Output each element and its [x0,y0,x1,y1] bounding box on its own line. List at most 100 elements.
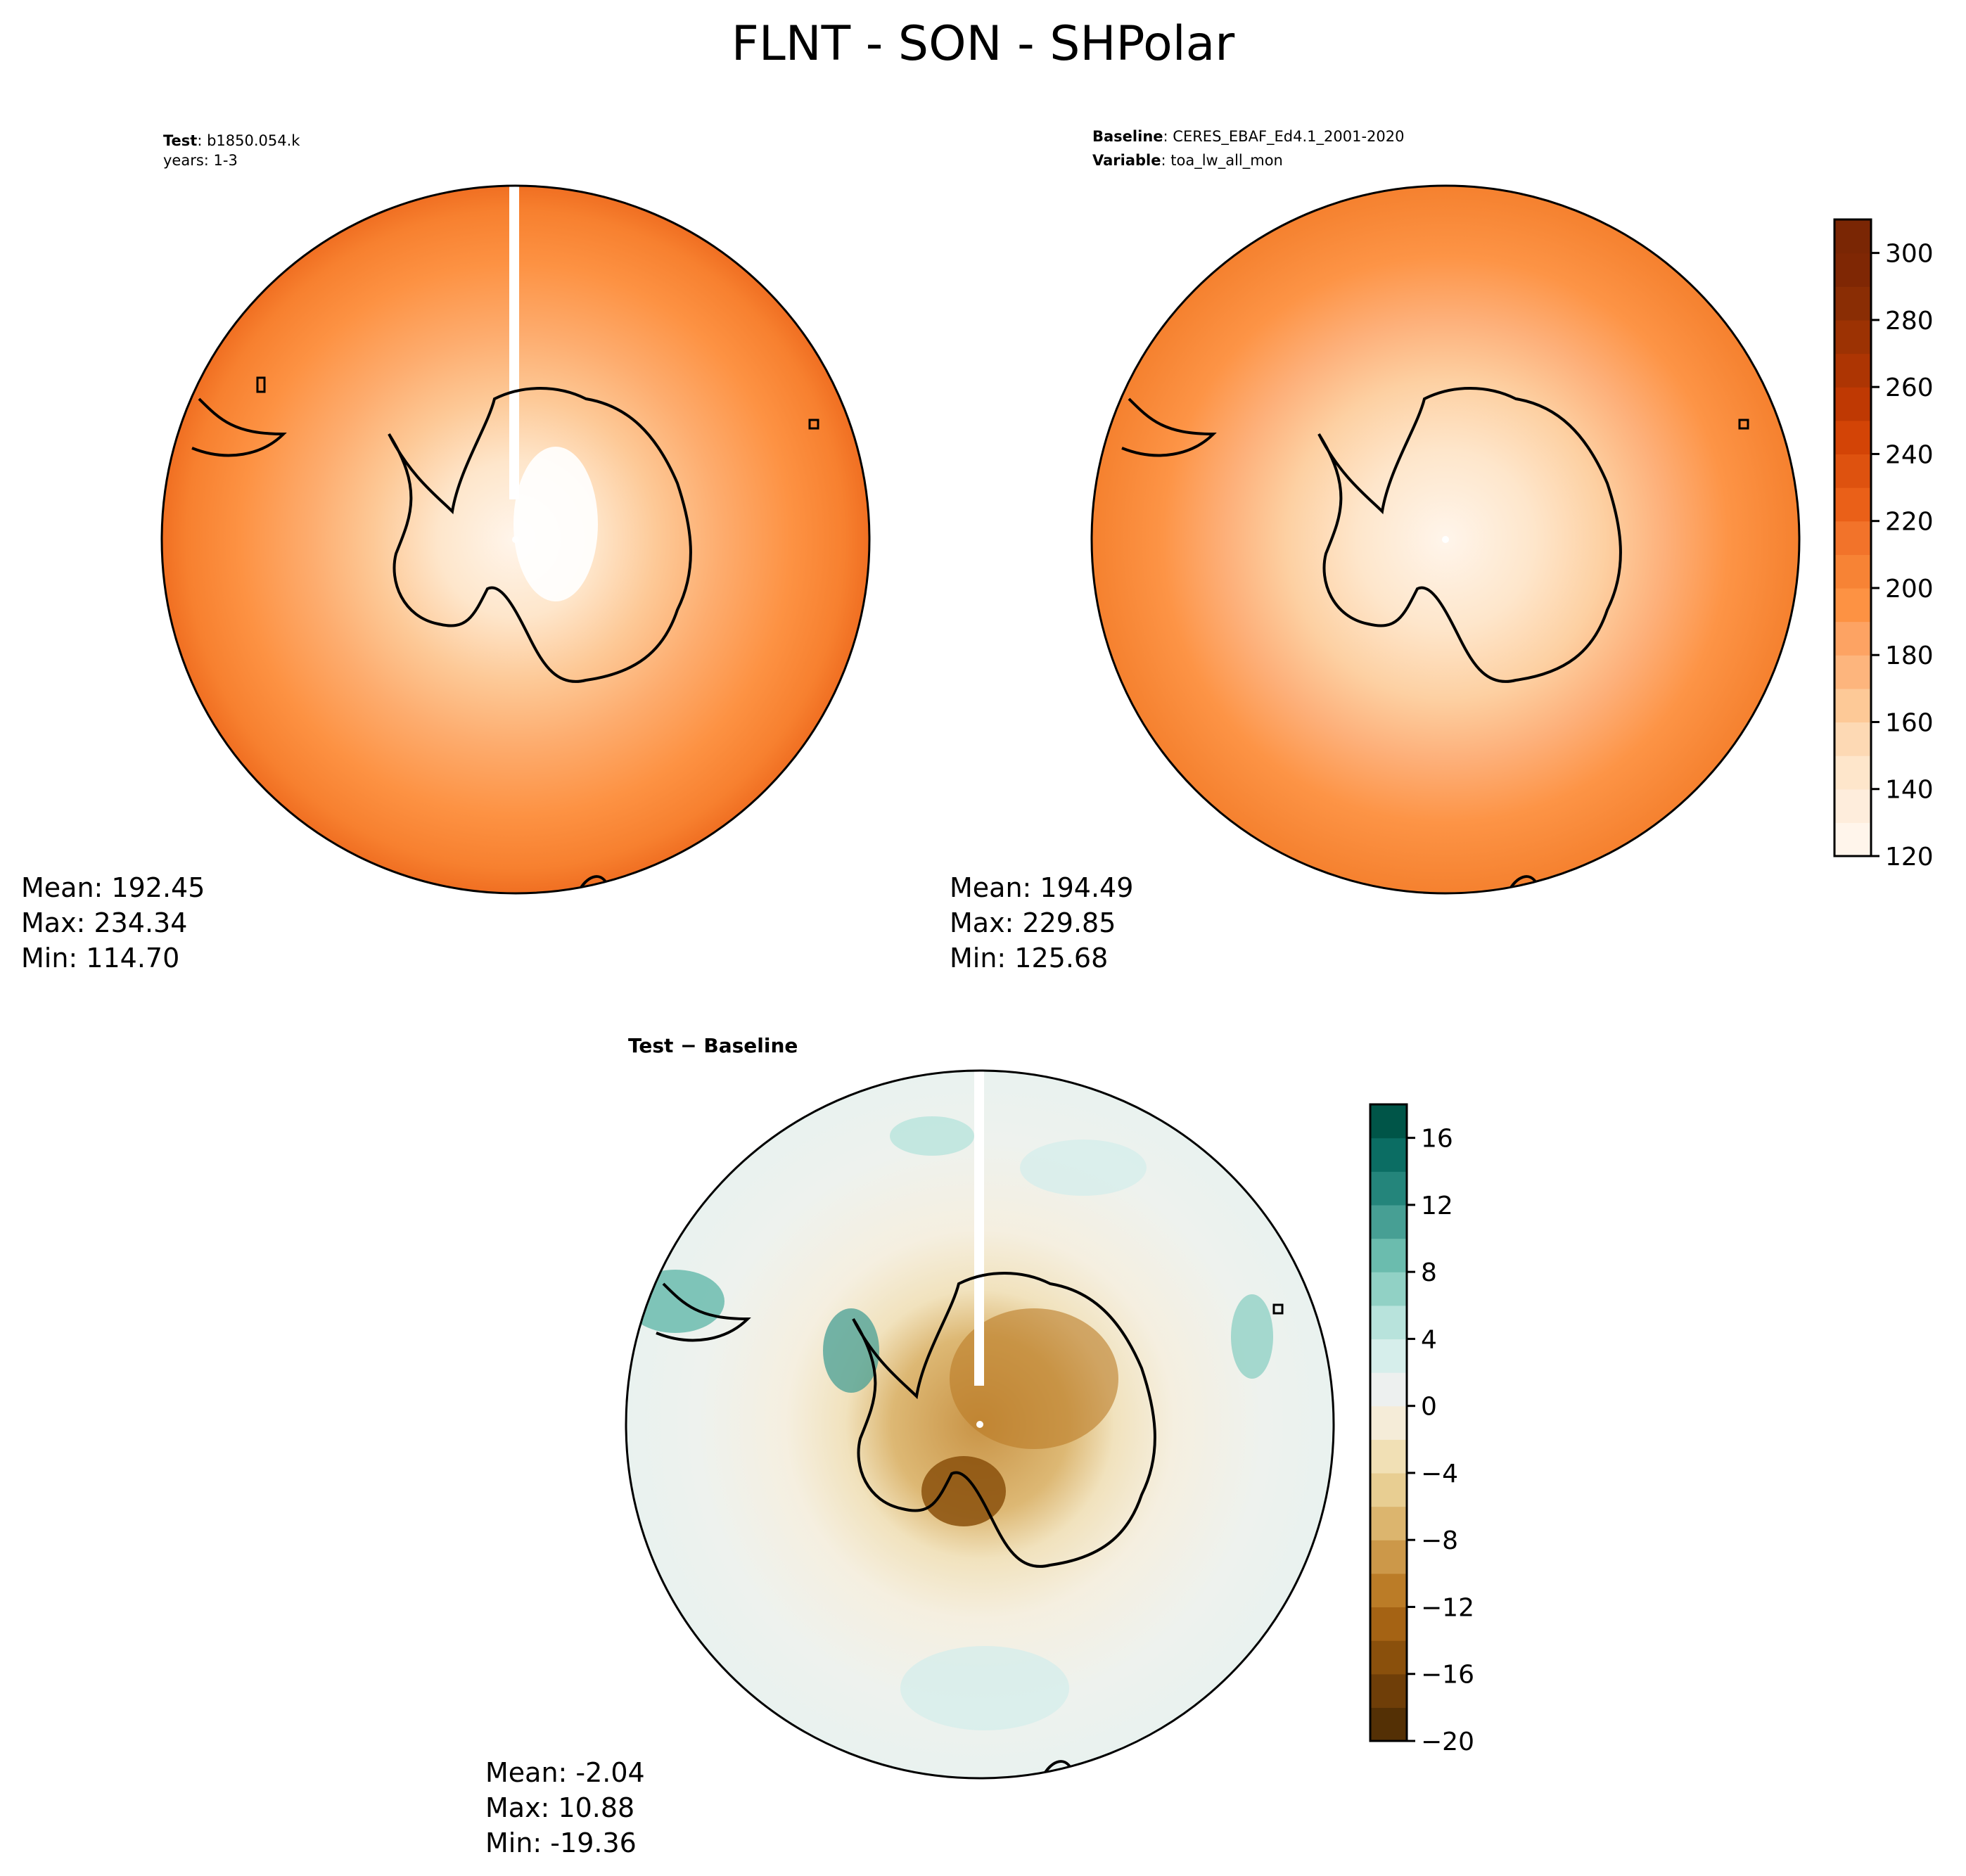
baseline-label-sep: : [1163,128,1173,145]
colorbar-diff-swatch [1370,1272,1407,1306]
colorbar-baseline-tick-label: 220 [1885,508,1934,537]
colorbar-diff-tick-label: 12 [1421,1192,1453,1220]
colorbar-diff-swatch [1370,1472,1407,1507]
colorbar-diff-swatch [1370,1405,1407,1440]
colorbar-baseline-frame [1833,218,1872,857]
colorbar-diff-swatch [1370,1607,1407,1641]
colorbar-diff-tick-label: −16 [1421,1661,1474,1690]
colorbar-baseline-tick-label: 280 [1885,307,1934,336]
colorbar-diff-tick-label: −12 [1421,1593,1474,1622]
baseline-map-boundary [1090,184,1801,895]
diff-map-anomaly [900,1646,1069,1730]
colorbar-diff-swatch [1370,1238,1407,1272]
test-min: Min: 114.70 [21,943,180,974]
diff-map-anomaly [1231,1294,1273,1379]
colorbar-baseline-swatch [1834,822,1871,857]
colorbar-baseline-swatch [1834,286,1871,321]
colorbar-baseline-tick-label: 160 [1885,708,1934,737]
colorbar-diff-tick-label: 16 [1421,1125,1453,1154]
colorbar-baseline-swatch [1834,688,1871,723]
baseline-label: Baseline: CERES_EBAF_Ed4.1_2001-2020 [1092,127,1404,146]
colorbar-diff-tick-label: 0 [1421,1393,1437,1422]
colorbar-diff-swatch [1370,1439,1407,1474]
colorbar-diff-swatch [1370,1171,1407,1206]
colorbar-diff-swatch [1370,1305,1407,1340]
colorbar-diff-swatch [1370,1506,1407,1540]
diff-map-anomaly [950,1308,1118,1449]
colorbar-baseline-swatch [1834,789,1871,823]
test-map-plateau [513,447,598,601]
diff-map-anomaly [890,1116,974,1156]
test-label-key: Test [163,132,198,149]
diff-max: Max: 10.88 [485,1792,635,1823]
colorbar-baseline-swatch [1834,253,1871,287]
test-label-sep: : [197,132,208,149]
colorbar-diff-swatch [1370,1673,1407,1708]
baseline-mean: Mean: 194.49 [950,872,1134,903]
colorbar-diff-swatch [1370,1137,1407,1172]
colorbar-diff-tick-label: −4 [1421,1460,1458,1488]
test-stats: Mean: 192.45 Max: 234.34 Min: 114.70 [21,870,205,976]
colorbar-baseline-swatch [1834,521,1871,555]
colorbar-diff-swatch [1370,1372,1407,1407]
figure-title: FLNT - SON - SHPolar [731,16,1235,72]
colorbar-diff-swatch [1370,1573,1407,1608]
colorbar-baseline: 120 140 160 180 200 220 240 260 280 300 [1833,218,1934,872]
colorbar-baseline-tick-label: 300 [1885,240,1934,269]
variable-label: Variable: toa_lw_all_mon [1092,151,1283,170]
diff-title: Test − Baseline [628,1034,798,1057]
colorbar-baseline-tick-label: 120 [1885,843,1934,872]
test-max: Max: 234.34 [21,907,188,938]
diff-map-anomaly [823,1308,879,1393]
colorbar-diff-swatch [1370,1204,1407,1239]
colorbar-diff: −20 −16 −12 −8 −4 0 4 8 12 16 [1369,1103,1474,1756]
diff-map [625,1069,1335,1780]
test-label: Test: b1850.054.k [163,131,300,151]
diff-coastline [656,1272,1284,1777]
colorbar-baseline-swatch [1834,755,1871,790]
colorbar-diff-tick-label: −20 [1421,1728,1474,1756]
baseline-max: Max: 229.85 [950,907,1116,938]
colorbar-baseline-tick-label: 240 [1885,440,1934,469]
colorbar-baseline-tick-label: 140 [1885,776,1934,805]
baseline-map [1090,184,1801,895]
colorbar-diff-swatch [1370,1707,1407,1742]
colorbar-baseline-swatch [1834,353,1871,388]
diff-map-anomaly [1020,1140,1147,1196]
colorbar-baseline-swatch [1834,655,1871,689]
colorbar-baseline-swatch [1834,420,1871,455]
colorbar-diff-tick-label: 8 [1421,1258,1437,1287]
colorbar-baseline-swatch [1834,722,1871,756]
colorbar-baseline-swatch [1834,487,1871,522]
colorbar-baseline-swatch [1834,554,1871,589]
colorbar-baseline-swatch [1834,319,1871,355]
diff-min: Min: -19.36 [485,1827,637,1858]
colorbar-baseline-swatch [1834,454,1871,488]
diff-map-gap [974,1071,984,1386]
variable-label-sep: : [1161,152,1171,169]
colorbar-diff-swatch [1370,1540,1407,1574]
colorbar-baseline-swatch [1834,219,1871,254]
colorbar-diff-frame [1369,1103,1408,1742]
variable-label-value: toa_lw_all_mon [1170,152,1283,169]
colorbar-diff-swatch [1370,1339,1407,1373]
diff-stats: Mean: -2.04 Max: 10.88 Min: -19.36 [485,1755,645,1861]
colorbar-diff-tick-label: −8 [1421,1526,1458,1555]
test-map-gap [509,186,519,499]
colorbar-baseline-swatch [1834,587,1871,623]
colorbar-diff-swatch [1370,1104,1407,1139]
colorbar-baseline-swatch [1834,621,1871,656]
variable-label-key: Variable [1092,152,1161,169]
test-map [160,184,871,895]
colorbar-baseline-tick-label: 260 [1885,374,1934,402]
diff-map-boundary [625,1069,1335,1780]
baseline-label-value: CERES_EBAF_Ed4.1_2001-2020 [1173,128,1405,145]
test-map-boundary [160,184,871,895]
test-years-label: years: 1-3 [163,152,238,169]
colorbar-diff-swatch [1370,1640,1407,1675]
test-mean: Mean: 192.45 [21,872,205,903]
diff-map-anomaly [921,1456,1006,1526]
test-label-value: b1850.054.k [207,132,300,149]
diff-mean: Mean: -2.04 [485,1757,645,1788]
